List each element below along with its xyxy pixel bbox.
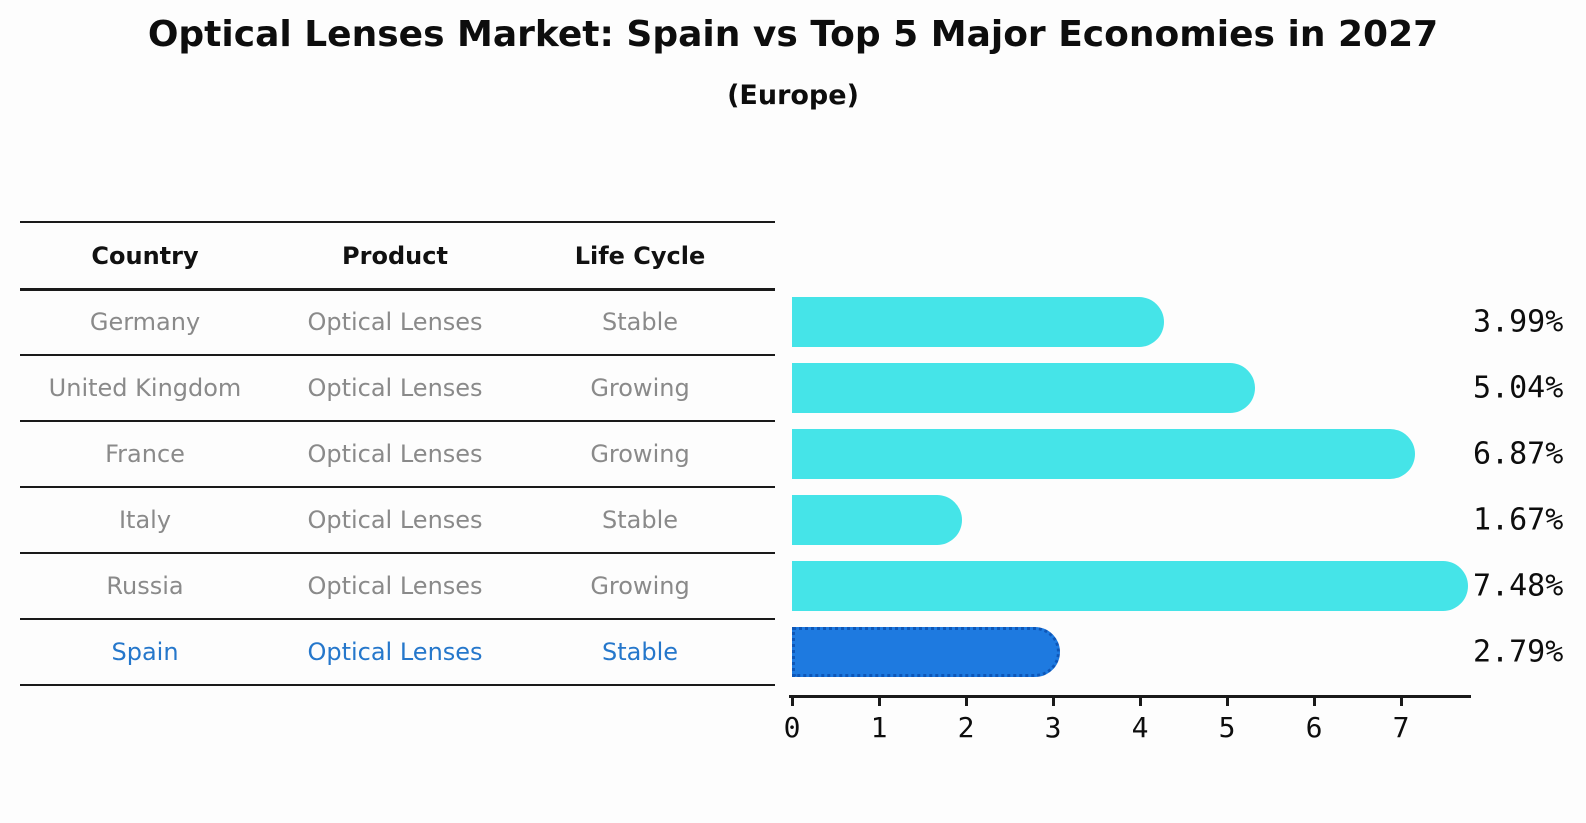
- cell-product: Optical Lenses: [307, 374, 483, 402]
- cell-country: France: [105, 440, 185, 468]
- table-row-rule: [20, 420, 775, 423]
- cell-life-cycle: Growing: [590, 374, 690, 402]
- value-label-russia: 7.48%: [1473, 568, 1564, 604]
- cell-product: Optical Lenses: [307, 638, 483, 666]
- column-header-country: Country: [91, 241, 199, 270]
- value-label-germany: 3.99%: [1473, 304, 1564, 340]
- bar-germany: [792, 297, 1165, 347]
- x-axis-tick: [790, 695, 794, 706]
- x-axis-line: [789, 695, 1471, 698]
- value-label-spain: 2.79%: [1473, 634, 1564, 670]
- cell-country: Germany: [89, 308, 201, 336]
- x-axis-tick-label: 3: [1044, 711, 1062, 744]
- column-header-product: Product: [342, 241, 448, 270]
- table-row-rule: [20, 552, 775, 555]
- x-axis-tick-label: 6: [1305, 711, 1323, 744]
- x-axis-tick-label: 0: [783, 711, 801, 744]
- cell-life-cycle: Stable: [601, 308, 679, 336]
- cell-country: Italy: [118, 506, 172, 534]
- x-axis-tick: [1312, 695, 1316, 706]
- bar-italy: [792, 495, 963, 545]
- table-top-rule: [20, 221, 775, 224]
- x-axis-tick: [1399, 695, 1403, 706]
- page-subtitle: (Europe): [727, 80, 859, 111]
- cell-product: Optical Lenses: [307, 506, 483, 534]
- x-axis-tick-label: 2: [957, 711, 975, 744]
- x-axis-tick: [1138, 695, 1142, 706]
- table-row-rule: [20, 354, 775, 357]
- cell-product: Optical Lenses: [307, 308, 483, 336]
- x-axis-tick-label: 5: [1218, 711, 1236, 744]
- bar-france: [792, 429, 1415, 479]
- bar-united-kingdom: [792, 363, 1256, 413]
- table-row-rule: [20, 618, 775, 621]
- value-label-italy: 1.67%: [1473, 502, 1564, 538]
- cell-country: United Kingdom: [48, 374, 242, 402]
- page-title: Optical Lenses Market: Spain vs Top 5 Ma…: [147, 14, 1439, 55]
- cell-product: Optical Lenses: [307, 572, 483, 600]
- x-axis-tick: [1051, 695, 1055, 706]
- x-axis-tick: [877, 695, 881, 706]
- value-label-united-kingdom: 5.04%: [1473, 370, 1564, 406]
- x-axis-tick: [964, 695, 968, 706]
- cell-life-cycle: Stable: [601, 506, 679, 534]
- value-label-france: 6.87%: [1473, 436, 1564, 472]
- table-row-rule: [20, 684, 775, 687]
- x-axis-tick-label: 1: [870, 711, 888, 744]
- bar-russia: [792, 561, 1468, 611]
- table-header-rule: [20, 287, 775, 291]
- bar-spain: [792, 627, 1060, 677]
- cell-country: Spain: [111, 638, 179, 666]
- x-axis-tick: [1225, 695, 1229, 706]
- table-row-rule: [20, 486, 775, 489]
- cell-country: Russia: [106, 572, 184, 600]
- cell-product: Optical Lenses: [307, 440, 483, 468]
- x-axis-tick-label: 7: [1392, 711, 1410, 744]
- cell-life-cycle: Stable: [601, 638, 679, 666]
- cell-life-cycle: Growing: [590, 440, 690, 468]
- column-header-life-cycle: Life Cycle: [574, 241, 706, 270]
- cell-life-cycle: Growing: [590, 572, 690, 600]
- x-axis-tick-label: 4: [1131, 711, 1149, 744]
